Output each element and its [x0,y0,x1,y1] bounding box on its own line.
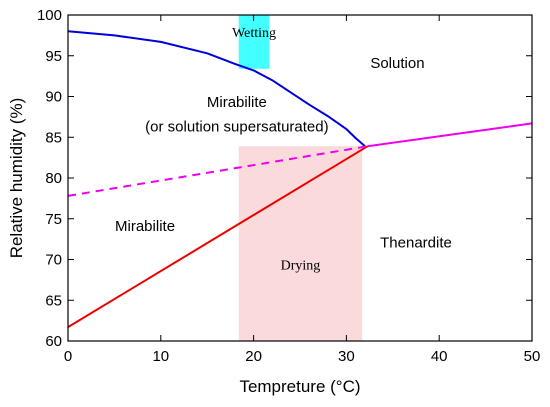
x-tick-label: 50 [524,348,541,365]
band-label-drying: Drying [281,258,321,273]
series-layer [67,30,533,328]
y-tick-label: 85 [45,129,62,146]
x-tick-label: 40 [431,348,448,365]
labels-layer: Solution Mirabilite (or solution supersatu… [115,55,452,251]
region-label: Mirabilite [115,218,175,235]
y-tick-label: 75 [45,211,62,228]
series-line-4 [367,122,533,148]
x-axis-title: Tempreture (°C) [239,377,360,396]
band-drying [238,146,363,341]
region-label: (or solution supersaturated) [145,119,328,136]
series-line-1 [67,30,366,147]
ticks-layer: 0 10 20 30 40 50 60 65 70 75 80 85 90 95 100 [37,7,540,365]
band-label-wetting: Wetting [232,26,276,41]
y-tick-label: 90 [45,89,62,106]
x-tick-label: 30 [338,348,355,365]
x-tick-label: 10 [152,348,169,365]
y-tick-label: 70 [45,252,62,269]
y-axis-title: Relative humidity (%) [7,98,26,259]
y-tick-label: 65 [45,292,62,309]
series-line-3 [67,145,368,197]
series-line-2 [67,145,369,328]
y-tick-label: 80 [45,170,62,187]
bands-layer: Wetting Drying [232,15,363,341]
region-label: Mirabilite [207,94,267,111]
region-label: Thenardite [380,234,452,251]
y-tick-label: 100 [37,7,62,24]
x-tick-label: 20 [245,348,262,365]
region-label: Solution [370,55,424,72]
band-wetting [238,15,270,69]
y-tick-label: 95 [45,48,62,65]
x-tick-label: 0 [64,348,72,365]
y-tick-label: 60 [45,333,62,350]
